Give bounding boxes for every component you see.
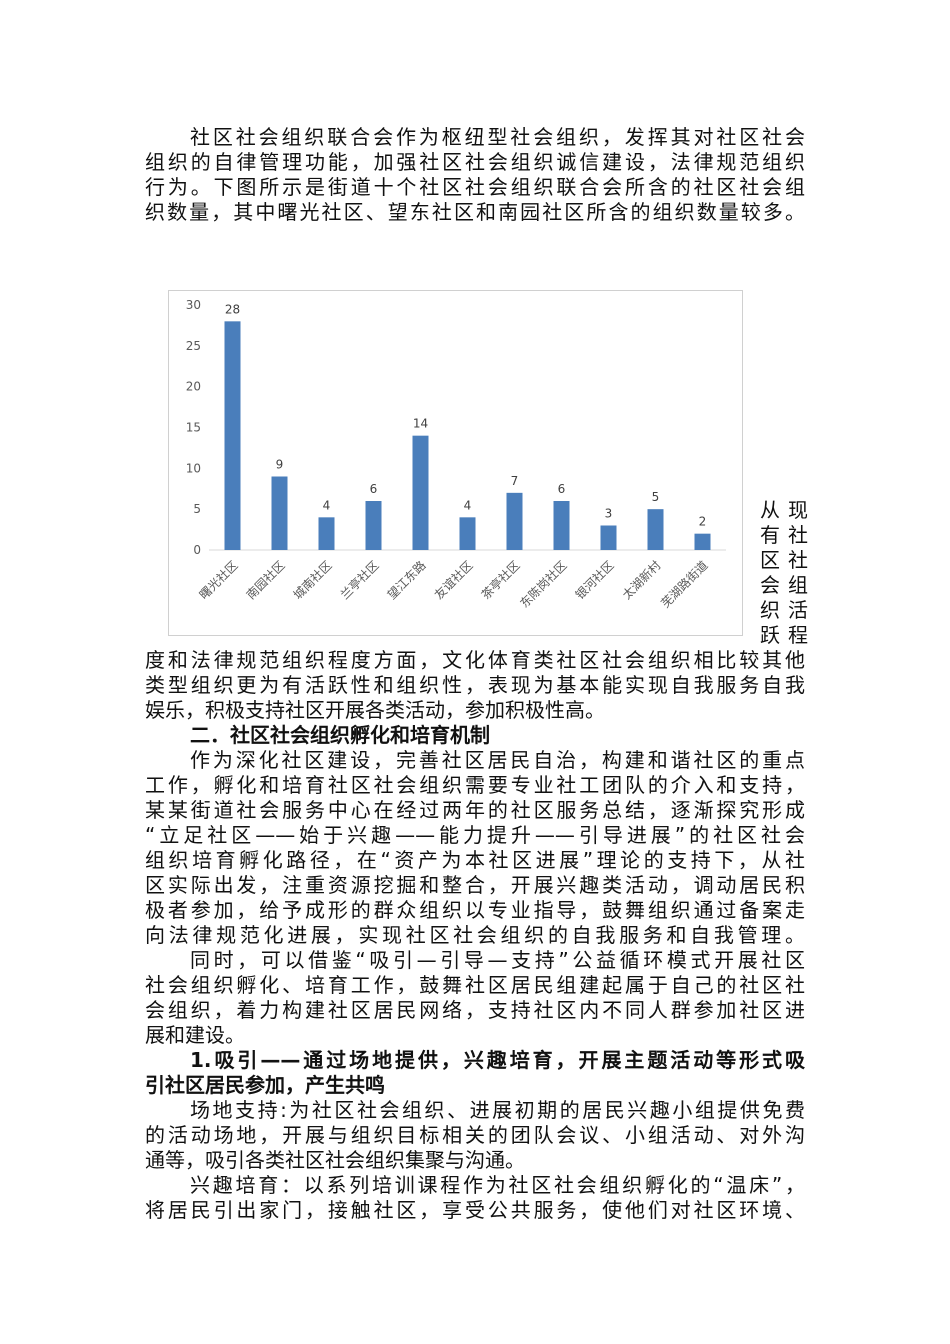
bar bbox=[694, 533, 711, 550]
data-label: 9 bbox=[276, 458, 284, 472]
heading-2: 二．社区社会组织孵化和培育机制 bbox=[190, 723, 490, 747]
text-line: 区实际出发，注重资源挖掘和整合，开展兴趣类活动，调动居民积 bbox=[145, 873, 805, 897]
data-label: 3 bbox=[605, 507, 613, 521]
text-line: 场地支持:为社区社会组织、进展初期的居民兴趣小组提供免费 bbox=[190, 1098, 805, 1122]
text-line: 的活动场地，开展与组织目标相关的团队会议、小组活动、对外沟 bbox=[145, 1123, 805, 1147]
x-tick-label: 芜湖路街道 bbox=[658, 558, 711, 611]
y-tick-label: 15 bbox=[186, 421, 201, 435]
data-label: 14 bbox=[413, 417, 428, 431]
text-line: 从现 bbox=[760, 498, 808, 522]
text-line: 社会组织孵化、培育工作，鼓舞社区居民组建起属于自己的社区社 bbox=[145, 973, 805, 997]
y-tick-label: 30 bbox=[186, 298, 201, 312]
y-tick-label: 5 bbox=[193, 502, 201, 516]
bar bbox=[459, 517, 476, 550]
x-tick-label: 望江东路 bbox=[384, 558, 429, 603]
bar bbox=[318, 517, 335, 550]
data-label: 28 bbox=[225, 302, 240, 316]
x-tick-label: 友谊社区 bbox=[431, 558, 476, 603]
bar bbox=[600, 525, 617, 550]
y-tick-label: 0 bbox=[193, 543, 201, 557]
text-line: 类型组织更为有活跃性和组织性，表现为基本能实现自我服务自我 bbox=[145, 673, 805, 697]
side-text: 从现 有社 区社 会组 织活 跃程 bbox=[760, 498, 808, 648]
text-line: 引社区居民参加，产生共鸣 bbox=[145, 1073, 385, 1097]
bar bbox=[506, 492, 523, 550]
x-tick-label: 茶亭社区 bbox=[478, 558, 523, 603]
text-line: 社区社会组织联合会作为枢纽型社会组织，发挥其对社区社会 bbox=[190, 125, 805, 149]
bar-chart: 0 5 10 15 20 25 30 28 曙光社区 9 南园社区 4 城南社区 6 兰亭社区 14 望江东路 4… bbox=[168, 290, 743, 636]
text-line: 1.吸引——通过场地提供，兴趣培育，开展主题活动等形式吸 bbox=[190, 1048, 805, 1072]
text-line: 极者参加，给予成形的群众组织以专业指导，鼓舞组织通过备案走 bbox=[145, 898, 805, 922]
bar bbox=[412, 435, 429, 550]
text-line: 娱乐，积极支持社区开展各类活动，参加积极性高。 bbox=[145, 698, 605, 722]
text-line: “立足社区——始于兴趣——能力提升——引导进展”的社区社会 bbox=[145, 823, 805, 847]
text-line: 作为深化社区建设，完善社区居民自治，构建和谐社区的重点 bbox=[190, 748, 805, 772]
x-tick-label: 城南社区 bbox=[290, 558, 335, 603]
y-tick-label: 25 bbox=[186, 339, 201, 353]
paragraph-4: 同时，可以借鉴“吸引—引导—支持”公益循环模式开展社区 社会组织孵化、培育工作，鼓… bbox=[145, 948, 805, 1048]
text-line: 会组织，着力构建社区居民网络，支持社区内不同人群参加社区进 bbox=[145, 998, 805, 1022]
bar bbox=[271, 476, 288, 550]
text-line: 区社 bbox=[760, 548, 808, 572]
data-label: 5 bbox=[652, 490, 660, 504]
x-tick-label: 太湖新村 bbox=[619, 558, 664, 603]
x-tick-label: 东陈岗社区 bbox=[517, 558, 570, 611]
text-line: 向法律规范化进展，实现社区社会组织的自我服务和自我管理。 bbox=[145, 923, 805, 947]
x-tick-label: 兰亭社区 bbox=[337, 558, 382, 603]
text-line: 展和建设。 bbox=[145, 1023, 245, 1047]
data-label: 2 bbox=[699, 515, 707, 529]
text-line: 兴趣培育：以系列培训课程作为社区社会组织孵化的“温床”， bbox=[190, 1173, 805, 1197]
text-line: 行为。下图所示是街道十个社区社会组织联合会所含的社区社会组 bbox=[145, 175, 805, 199]
paragraph-2: 度和法律规范组织程度方面，文化体育类社区社会组织相比较其他 类型组织更为有活跃性和… bbox=[145, 648, 805, 723]
section-heading: 二．社区社会组织孵化和培育机制 bbox=[145, 723, 805, 748]
x-tick-label: 曙光社区 bbox=[196, 558, 241, 603]
paragraph-5: 场地支持:为社区社会组织、进展初期的居民兴趣小组提供免费 的活动场地，开展与组织目… bbox=[145, 1098, 805, 1173]
y-tick-label: 20 bbox=[186, 380, 201, 394]
data-label: 7 bbox=[511, 474, 519, 488]
text-line: 某某街道社会服务中心在经过两年的社区服务总结，逐渐探究形成 bbox=[145, 798, 805, 822]
y-tick-label: 10 bbox=[186, 461, 201, 475]
data-label: 6 bbox=[370, 482, 378, 496]
bar bbox=[224, 321, 241, 550]
data-label: 6 bbox=[558, 482, 566, 496]
bar bbox=[553, 501, 570, 550]
subheading-1: 1.吸引——通过场地提供，兴趣培育，开展主题活动等形式吸 引社区居民参加，产生共鸣 bbox=[145, 1048, 805, 1098]
paragraph-3: 作为深化社区建设，完善社区居民自治，构建和谐社区的重点 工作，孵化和培育社区社会组… bbox=[145, 748, 805, 948]
text-line: 有社 bbox=[760, 523, 808, 547]
x-tick-label: 南园社区 bbox=[243, 558, 288, 603]
text-line: 会组 bbox=[760, 573, 808, 597]
text-line: 同时，可以借鉴“吸引—引导—支持”公益循环模式开展社区 bbox=[190, 948, 805, 972]
text-line: 组织培育孵化路径，在“资产为本社区进展”理论的支持下，从社 bbox=[145, 848, 805, 872]
paragraph-6: 兴趣培育：以系列培训课程作为社区社会组织孵化的“温床”， 将居民引出家门，接触社区… bbox=[145, 1173, 805, 1223]
x-tick-label: 银河社区 bbox=[572, 558, 617, 603]
data-label: 4 bbox=[323, 498, 331, 512]
text-line: 组织的自律管理功能，加强社区社会组织诚信建设，法律规范组织 bbox=[145, 150, 805, 174]
text-line: 将居民引出家门，接触社区，享受公共服务，使他们对社区环境、 bbox=[145, 1198, 805, 1222]
bar bbox=[365, 501, 382, 550]
paragraph-1: 社区社会组织联合会作为枢纽型社会组织，发挥其对社区社会 组织的自律管理功能，加强社… bbox=[145, 125, 805, 225]
text-line: 通等，吸引各类社区社会组织集聚与沟通。 bbox=[145, 1148, 525, 1172]
bar bbox=[647, 509, 664, 550]
text-line: 工作，孵化和培育社区社会组织需要专业社工团队的介入和支持， bbox=[145, 773, 805, 797]
text-line: 织活 bbox=[760, 598, 808, 622]
text-line: 织数量，其中曙光社区、望东社区和南园社区所含的组织数量较多。 bbox=[145, 200, 805, 224]
data-label: 4 bbox=[464, 498, 472, 512]
text-line: 度和法律规范组织程度方面，文化体育类社区社会组织相比较其他 bbox=[145, 648, 805, 672]
text-line: 跃程 bbox=[760, 623, 808, 647]
